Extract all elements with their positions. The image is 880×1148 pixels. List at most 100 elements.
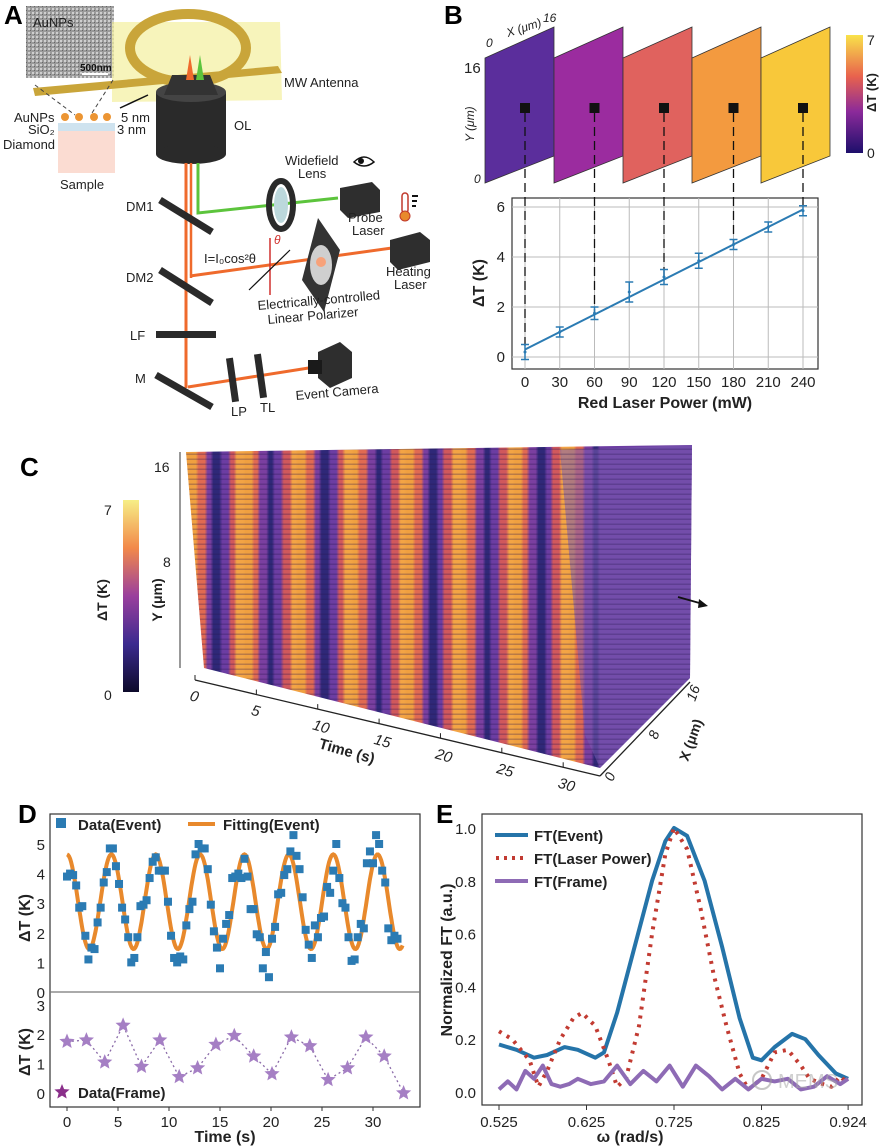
x-tick-label: 5: [114, 1114, 122, 1131]
legend-frame: Data(Frame): [78, 1085, 166, 1102]
dm2-mirror: [158, 267, 214, 306]
event-data-point: [206, 900, 215, 909]
event-data-point: [93, 918, 102, 927]
event-data-point: [298, 893, 307, 902]
heatmap-probe-point: [520, 103, 530, 113]
heatmap-panel: [691, 26, 762, 184]
x-tick-label: 150: [686, 374, 711, 391]
dm1-label: DM1: [126, 199, 153, 214]
panel-e: E 0.525 0.625 0.725 0.825 0.9240.00.20.40.60…: [436, 799, 867, 1146]
theta-label: θ: [274, 233, 281, 247]
event-data-point: [356, 919, 365, 928]
x-tick-label: 15: [212, 1114, 229, 1131]
tl-label: TL: [260, 400, 275, 415]
aunps-dots: [61, 113, 111, 121]
y-tick-label-bottom: 1: [37, 1057, 45, 1074]
widefield-label-2: Lens: [298, 166, 327, 181]
event-data-point: [118, 903, 127, 912]
thickness-3nm: 3 nm: [117, 122, 146, 137]
lp-element: [225, 357, 240, 403]
event-data-point: [338, 899, 347, 908]
frame-data-star: [396, 1085, 412, 1100]
malus-formula: I=I₀cos²θ: [204, 251, 256, 266]
event-data-point: [280, 871, 289, 880]
panel-label-e: E: [436, 799, 453, 829]
plot-e-xlabel: ω (rad/s): [597, 1129, 664, 1146]
event-data-point: [350, 955, 359, 964]
x-tick-16: 16: [683, 683, 703, 703]
thickness-5nm: 5 nm: [121, 110, 150, 125]
event-data-point: [359, 924, 368, 933]
volume-y-label: Y (μm): [149, 578, 165, 621]
event-data-point: [124, 933, 133, 942]
event-data-point: [372, 831, 381, 840]
watermark-text: MEMS: [778, 1071, 838, 1093]
event-data-point: [335, 874, 344, 883]
time-tick-label: 30: [556, 775, 577, 796]
sample-label: Sample: [60, 177, 104, 192]
sem-image: [26, 6, 114, 78]
panel-c: C 7 0 ΔT (K) Y (μm) 16 8 0 5 10 15 20 25 30 Ti…: [20, 445, 708, 796]
event-data-point: [111, 862, 120, 871]
panel-label-b: B: [444, 0, 463, 30]
plot-e: 0.525 0.625 0.725 0.825 0.924 0.0 0.2 0.4 0.6 0.8…: [455, 821, 867, 1131]
antenna-label: MW Antenna: [284, 75, 359, 90]
y-tick-label: 6: [497, 199, 505, 216]
event-data-point: [341, 903, 350, 912]
plot-d-ylabel-bottom: ΔT (K): [17, 1028, 34, 1076]
event-data-point: [234, 869, 243, 878]
event-data-point: [249, 905, 258, 914]
x-tick-label: 20: [263, 1114, 280, 1131]
colorbar-c: [123, 500, 139, 692]
event-data-point: [209, 927, 218, 936]
m-mirror: [154, 371, 214, 411]
plot-d: 0 5 10 15 20 25 30 0 1 2 3 4 5 0 1 2 3: [37, 831, 412, 1131]
heatmap-x-min: 0: [486, 36, 493, 50]
event-data-point: [99, 878, 108, 887]
event-data-point: [329, 866, 338, 875]
event-data-point: [81, 931, 90, 940]
tl-element: [253, 353, 268, 399]
objective-lens: [156, 55, 226, 164]
probe-label-2: Laser: [352, 223, 385, 238]
heatmap-y-label: Y (μm): [463, 106, 477, 142]
event-data-point: [72, 881, 81, 890]
heatmap-x-max: 16: [543, 11, 557, 25]
event-data-point: [369, 859, 377, 868]
event-data-point: [243, 872, 252, 881]
heatmap-panel: [484, 26, 555, 184]
y-tick-label: 4: [497, 249, 505, 266]
event-data-point: [182, 921, 191, 930]
x-tick-label: 90: [621, 374, 638, 391]
volume-y-tick-8: 8: [163, 554, 171, 570]
colorbar-b-label: ΔT (K): [864, 73, 879, 112]
heatmap-probe-point: [798, 103, 808, 113]
event-data-point: [255, 933, 264, 942]
event-data-point: [353, 933, 362, 942]
panel-b: B 0 X (μm) 16 16 Y (μm) 0 7 0 ΔT (K) 024…: [444, 0, 879, 412]
volume-texture: [186, 445, 692, 768]
event-data-point: [203, 865, 212, 874]
event-data-point: [133, 933, 142, 942]
diamond-label: Diamond: [3, 137, 55, 152]
x-tick-label: 240: [790, 374, 815, 391]
data-point: [523, 350, 527, 354]
x-tick-8: 8: [645, 728, 663, 741]
event-data-point: [96, 903, 105, 912]
event-data-point: [222, 919, 231, 928]
time-label: Time (s): [317, 736, 377, 768]
data-point: [697, 259, 701, 263]
event-data-point: [277, 888, 286, 897]
time-tick-label: 15: [372, 731, 393, 752]
m-label: M: [135, 371, 146, 386]
scale-bar-label: 500nm: [80, 63, 112, 74]
ol-label: OL: [234, 118, 251, 133]
event-data-point: [212, 943, 221, 952]
event-data-point: [163, 897, 172, 906]
y-tick-label-top: 4: [37, 867, 45, 884]
frame-data-star: [283, 1029, 299, 1044]
eye-icon: [352, 156, 376, 167]
probe-laser: [340, 182, 380, 218]
event-data-point: [145, 874, 154, 883]
